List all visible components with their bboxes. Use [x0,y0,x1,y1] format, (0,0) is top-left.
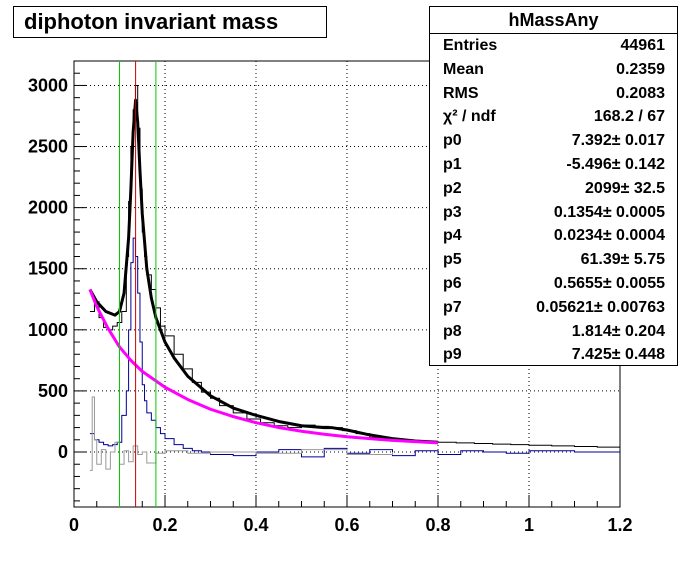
stats-label: Entries [443,37,498,54]
stats-label: χ² / ndf [443,108,496,126]
y-tick-label: 3000 [28,75,68,95]
chart-title: diphoton invariant mass [13,6,327,38]
stats-label: Mean [443,60,484,78]
stats-row: p9 7.425± 0.448 [430,343,677,367]
stats-value: 0.1354± 0.0005 [553,203,665,221]
stats-row: RMS 0.2083 [430,82,677,106]
stats-row: p3 0.1354± 0.0005 [430,201,677,225]
x-tick-label: 0.4 [243,515,268,535]
stats-row: p8 1.814± 0.204 [430,320,677,344]
stats-label: p8 [443,322,462,340]
stats-value: 0.2083 [616,84,665,102]
stats-value: 7.425± 0.448 [571,346,665,364]
x-tick-label: 0 [69,515,79,535]
stats-value: 0.5655± 0.0055 [553,274,665,292]
stats-value: -5.496± 0.142 [566,155,665,173]
stats-value: 168.2 / 67 [593,108,665,126]
stats-row: Entries 44961 [430,34,677,58]
y-tick-label: 2000 [28,198,68,218]
x-tick-label: 1.2 [607,515,632,535]
stats-value: 7.392± 0.017 [571,132,665,150]
x-tick-label: 0.6 [334,515,359,535]
y-tick-label: 0 [58,442,68,462]
stats-value: 1.814± 0.204 [571,322,665,340]
stats-label: p0 [443,132,462,150]
stats-row: p1 -5.496± 0.142 [430,153,677,177]
stats-label: p3 [443,203,462,221]
stats-label: RMS [443,84,479,102]
stats-row: p7 0.05621± 0.00763 [430,296,677,320]
stats-value: 61.39± 5.75 [580,251,665,269]
stats-value: 0.2359 [616,60,665,78]
stats-label: p6 [443,274,462,292]
stats-label: p2 [443,179,462,197]
y-tick-label: 500 [38,381,68,401]
y-tick-label: 1000 [28,320,68,340]
stats-value: 2099± 32.5 [585,179,665,197]
x-tick-label: 1 [524,515,534,535]
x-tick-label: 0.8 [425,515,450,535]
y-tick-label: 1500 [28,259,68,279]
stats-box: hMassAny Entries 44961 Mean 0.2359 RMS 0.2083… [429,6,678,366]
stats-label: p7 [443,298,462,316]
histogram-series-1 [89,237,620,458]
stats-row: p2 2099± 32.5 [430,177,677,201]
stats-label: p1 [443,155,462,173]
y-tick-label: 2500 [28,137,68,157]
stats-label: p5 [443,251,462,269]
stats-value: 0.05621± 0.00763 [536,298,665,316]
stats-row: p0 7.392± 0.017 [430,129,677,153]
stats-row: p5 61.39± 5.75 [430,248,677,272]
x-tick-label: 0.2 [152,515,177,535]
stats-label: p4 [443,227,462,245]
stats-label: p9 [443,346,462,364]
stats-row: p4 0.0234± 0.0004 [430,224,677,248]
stats-value: 0.0234± 0.0004 [553,227,665,245]
stats-value: 44961 [620,37,666,54]
stats-row: p6 0.5655± 0.0055 [430,272,677,296]
stats-row: Mean 0.2359 [430,58,677,82]
histogram-series-2 [89,396,393,471]
stats-box-title: hMassAny [430,7,677,34]
stats-row: χ² / ndf 168.2 / 67 [430,105,677,129]
